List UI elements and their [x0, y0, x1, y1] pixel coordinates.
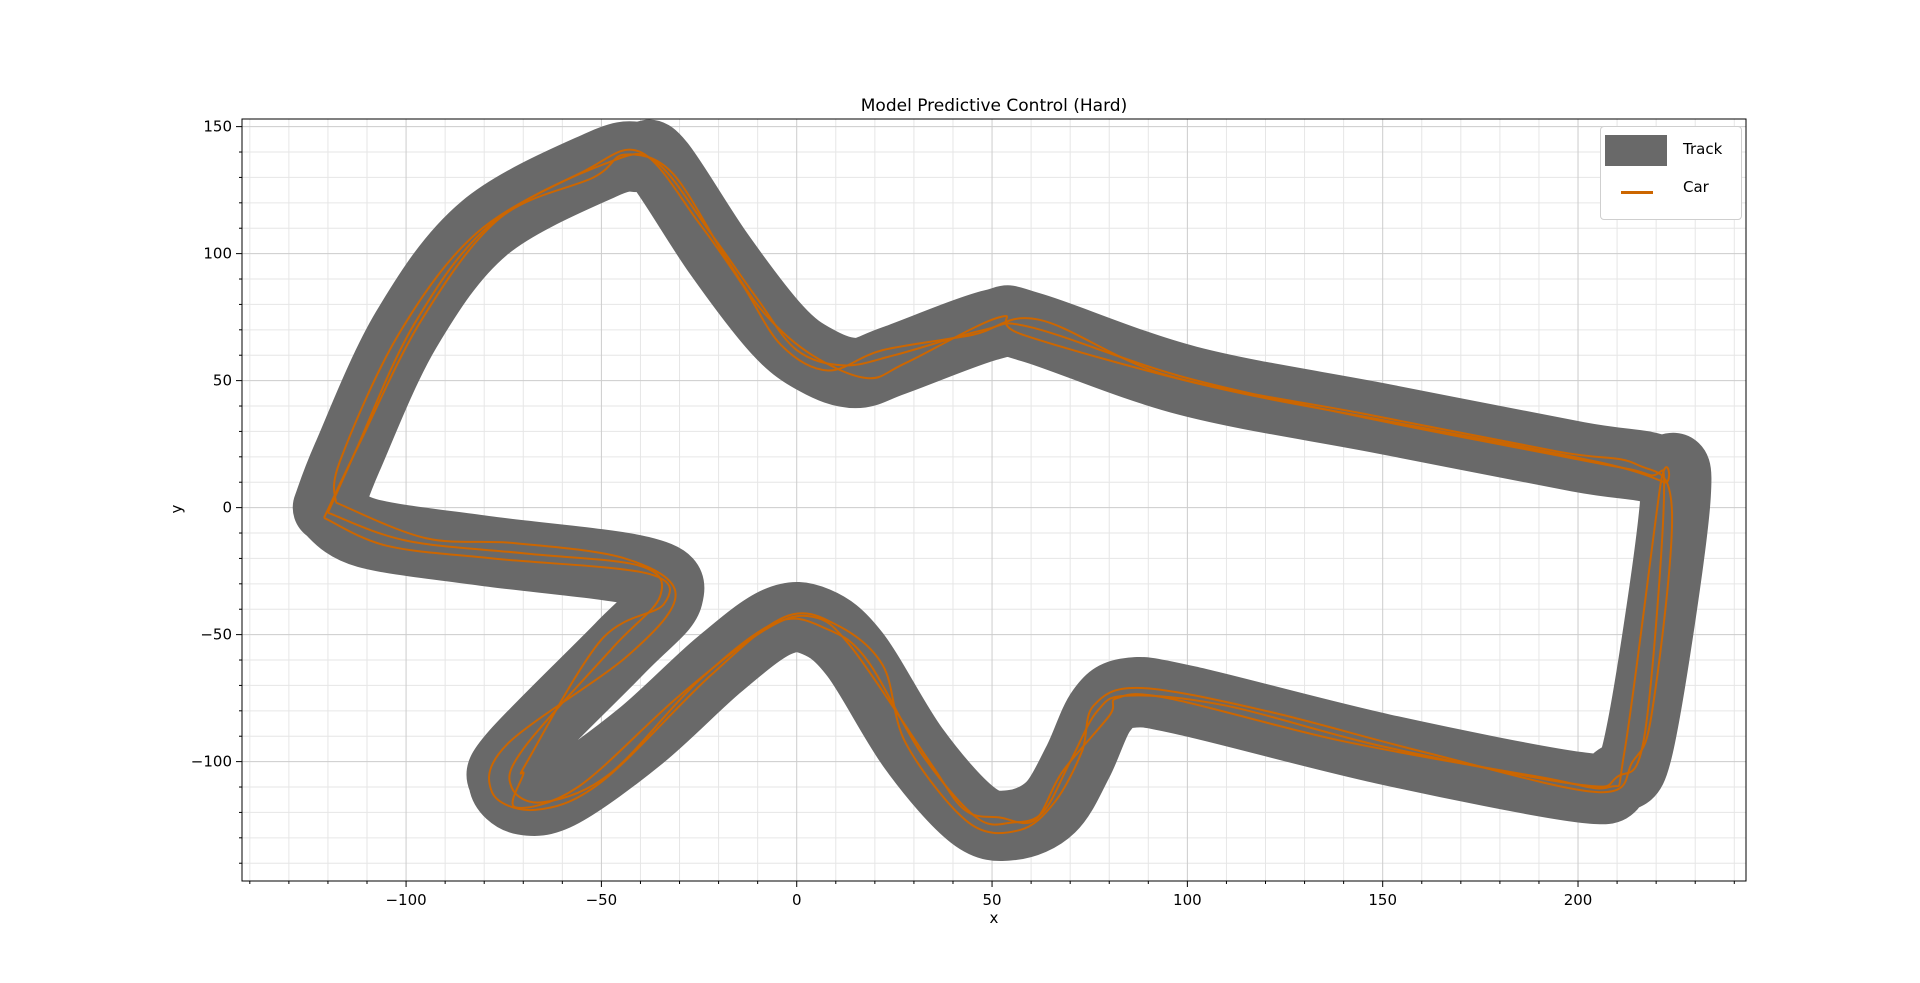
car-trajectories — [323, 148, 1674, 835]
x-axis-label: x — [989, 909, 999, 927]
x-tick-label: 0 — [792, 891, 802, 909]
y-axis-ticks: −100 −50 0 50 100 150 — [191, 118, 242, 864]
car-lap-line — [323, 153, 1671, 825]
y-tick-label: 0 — [222, 499, 232, 517]
y-tick-label: −100 — [191, 753, 232, 771]
x-tick-label: 50 — [982, 891, 1001, 909]
y-tick-label: 100 — [203, 245, 232, 263]
legend-swatch-car — [1621, 191, 1653, 194]
y-tick-label: 50 — [213, 372, 232, 390]
y-tick-label: 150 — [203, 118, 232, 136]
y-tick-label: −50 — [200, 626, 232, 644]
y-axis-label: y — [167, 504, 186, 514]
x-axis-ticks: −100 −50 0 50 100 150 200 — [249, 881, 1735, 909]
x-tick-label: −50 — [586, 891, 618, 909]
plot-frame — [241, 118, 1747, 882]
x-tick-label: −100 — [385, 891, 426, 909]
x-tick-label: 200 — [1564, 891, 1593, 909]
legend-item-track: Track — [1601, 132, 1741, 166]
x-tick-label: 100 — [1173, 891, 1202, 909]
legend-item-car: Car — [1601, 178, 1741, 208]
plot-area — [292, 120, 1712, 862]
legend-swatch-track — [1605, 135, 1667, 166]
legend: Track Car — [1600, 126, 1742, 220]
legend-label-car: Car — [1683, 178, 1709, 196]
x-tick-label: 150 — [1368, 891, 1397, 909]
chart-title: Model Predictive Control (Hard) — [860, 96, 1128, 116]
legend-label-track: Track — [1683, 140, 1723, 158]
